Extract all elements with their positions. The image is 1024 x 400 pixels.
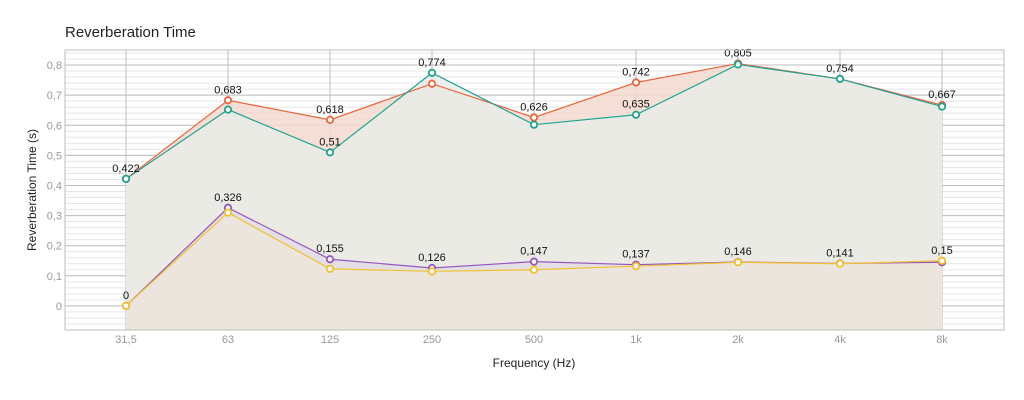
series-0-point (529, 113, 539, 122)
y-tick-label: 0,4 (47, 180, 62, 192)
data-label: 0,667 (928, 89, 956, 101)
chart-title: Reverberation Time (65, 24, 196, 41)
series-1-point (529, 120, 539, 129)
y-tick-label: 0,6 (47, 120, 62, 132)
series-3-point (529, 265, 539, 274)
data-label: 0,635 (622, 99, 650, 111)
x-tick-label: 31,5 (115, 334, 136, 346)
series-3-point (733, 258, 743, 267)
series-1-point (427, 68, 437, 77)
plot-border (64, 49, 1005, 331)
data-label: 0,137 (622, 249, 650, 261)
y-tick-label: 0,8 (47, 60, 62, 72)
x-tick-label: 2k (732, 334, 744, 346)
y-tick-label: 0,3 (47, 211, 62, 223)
y-axis-label: Reverberation Time (s) (25, 129, 39, 251)
series-1-point (631, 110, 641, 119)
series-2-point (325, 255, 335, 264)
series-0-point (223, 96, 233, 105)
series-1-point (835, 74, 845, 84)
x-tick-label: 63 (222, 334, 234, 346)
x-tick-label: 250 (423, 334, 441, 346)
series-1-point (121, 174, 131, 183)
data-label: 0,146 (724, 246, 752, 258)
data-label: 0,683 (214, 84, 242, 96)
y-tick-label: 0 (56, 301, 62, 313)
series-3-point (937, 256, 947, 265)
data-label: 0,774 (418, 57, 446, 69)
series-3-point (835, 259, 845, 268)
y-tick-label: 0,2 (47, 241, 62, 253)
data-label: 0,626 (520, 101, 548, 113)
series-3-point (223, 208, 233, 217)
series-1-point (325, 148, 335, 157)
y-tick-label: 0,5 (47, 150, 62, 162)
series-2-point (529, 257, 539, 266)
x-tick-label: 500 (525, 334, 543, 346)
series-0-point (427, 79, 437, 88)
data-label: 0,422 (112, 163, 140, 175)
data-label: 0,618 (316, 104, 344, 116)
series-3-point (631, 262, 641, 271)
series-1-point (733, 60, 743, 69)
x-tick-label: 125 (321, 334, 339, 346)
data-label: 0,326 (214, 192, 242, 204)
data-label: 0,51 (319, 136, 340, 148)
data-label: 0 (123, 290, 129, 302)
y-tick-label: 0,1 (47, 271, 62, 283)
series-1-point (223, 105, 233, 114)
x-tick-label: 4k (834, 334, 846, 346)
x-axis-label: Frequency (Hz) (493, 356, 576, 370)
data-label: 0,805 (724, 48, 752, 60)
data-label: 0,754 (826, 63, 854, 75)
data-label: 0,141 (826, 247, 854, 259)
series-0-point (325, 115, 335, 124)
series-3-point (427, 267, 437, 276)
data-label: 0,155 (316, 243, 344, 255)
series-3-point (121, 301, 131, 311)
x-tick-label: 8k (936, 334, 948, 346)
y-tick-label: 0,7 (47, 90, 62, 102)
data-label: 0,126 (418, 252, 446, 264)
series-1-point (937, 102, 947, 111)
series-0-point (631, 78, 641, 87)
series-3-point (325, 264, 335, 273)
x-tick-label: 1k (630, 334, 642, 346)
data-label: 0,742 (622, 67, 650, 79)
data-label: 0,147 (520, 246, 548, 258)
data-label: 0,15 (931, 245, 952, 257)
